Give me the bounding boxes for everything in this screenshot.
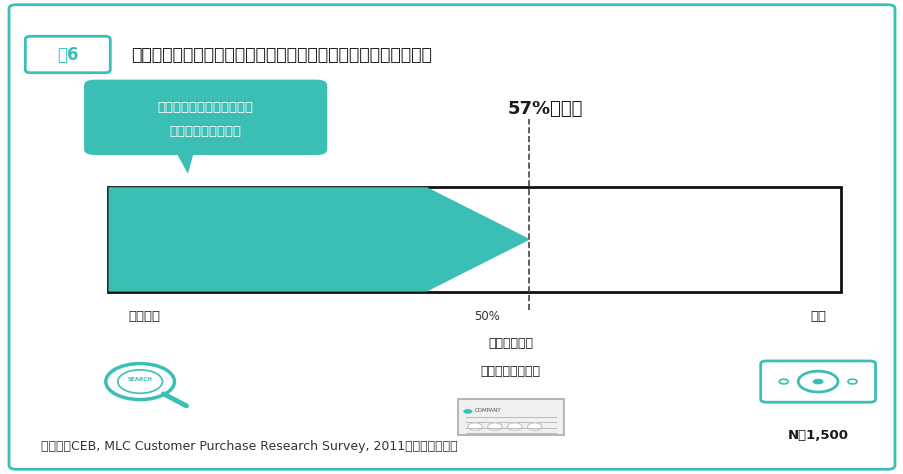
Text: 営業担当者と: 営業担当者と <box>488 337 533 349</box>
Text: 初めて接点を持つ: 初めて接点を持つ <box>480 365 540 378</box>
Text: N＝1,500: N＝1,500 <box>787 429 848 442</box>
Text: 50%: 50% <box>474 310 500 322</box>
Circle shape <box>778 379 787 384</box>
Text: 検討開始: 検討開始 <box>128 310 161 322</box>
Polygon shape <box>108 187 530 292</box>
Circle shape <box>507 423 522 430</box>
Circle shape <box>812 379 823 384</box>
Circle shape <box>797 371 837 392</box>
Text: COMPANY: COMPANY <box>475 409 501 413</box>
FancyBboxPatch shape <box>25 36 110 73</box>
Text: 図6: 図6 <box>57 46 79 64</box>
Text: 購入: 購入 <box>809 310 825 322</box>
Text: ことを選択している: ことを選択している <box>170 125 241 138</box>
FancyBboxPatch shape <box>458 399 563 435</box>
Circle shape <box>468 423 482 430</box>
Text: 出典：「CEB, MLC Customer Purchase Research Survey, 2011」をもとに作成: 出典：「CEB, MLC Customer Purchase Research … <box>41 440 457 453</box>
FancyBboxPatch shape <box>760 361 874 402</box>
Bar <box>108 187 840 292</box>
Circle shape <box>117 370 163 393</box>
Circle shape <box>488 423 502 430</box>
Text: 57%が完了: 57%が完了 <box>507 100 582 118</box>
Circle shape <box>527 423 542 430</box>
FancyBboxPatch shape <box>9 5 894 469</box>
Text: SEARCH: SEARCH <box>127 377 153 382</box>
Polygon shape <box>173 147 195 174</box>
FancyBboxPatch shape <box>84 80 327 155</box>
Circle shape <box>463 409 472 414</box>
Text: 顧客は自ら商談を遅らせる: 顧客は自ら商談を遅らせる <box>157 100 254 114</box>
Circle shape <box>847 379 856 384</box>
Circle shape <box>106 364 174 400</box>
Text: 営業担当者に会う前の購買プロセス進行度合い（平均的な顧客）: 営業担当者に会う前の購買プロセス進行度合い（平均的な顧客） <box>131 46 432 64</box>
